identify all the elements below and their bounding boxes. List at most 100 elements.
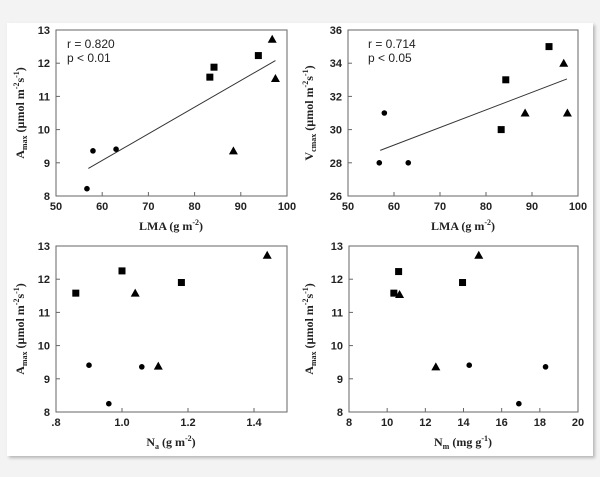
square-marker <box>390 289 398 297</box>
y-axis-title: Amax (µmol m-2s-1) <box>12 67 29 159</box>
plot-frame <box>55 245 288 413</box>
y-tick-label: 9 <box>337 374 343 386</box>
triangle-marker <box>262 250 272 259</box>
y-tick-label: 12 <box>38 274 50 286</box>
y-tick-label: 9 <box>44 374 50 386</box>
x-axis-title: Nm (mg g-1) <box>434 434 492 451</box>
square-marker <box>459 279 467 287</box>
triangle-marker <box>520 108 530 117</box>
y-tick-label: 32 <box>330 91 342 103</box>
square-marker <box>497 126 505 134</box>
x-tick-label: 100 <box>569 201 587 213</box>
regression-line <box>88 60 276 169</box>
plot-frame <box>55 29 288 197</box>
x-tick-label: 18 <box>534 417 546 429</box>
y-tick-label: 12 <box>38 58 50 70</box>
x-tick-label: 70 <box>142 201 154 213</box>
triangle-marker <box>559 58 569 67</box>
y-tick-label: 8 <box>44 407 50 419</box>
x-axis-title: LMA (g m-2) <box>139 218 203 233</box>
panel-amax-vs-na: Na (g m-2) Amax (µmol m-2s-1) .8 1.0 1.2 1.… <box>12 241 288 451</box>
y-tick-label: 10 <box>38 341 50 353</box>
plot-frame <box>347 29 579 197</box>
x-tick-label: 50 <box>50 201 62 213</box>
y-tick-label: 10 <box>331 341 343 353</box>
circle-marker <box>84 185 90 192</box>
x-tick-label: 1.2 <box>180 417 195 429</box>
circle-marker <box>405 160 412 166</box>
x-tick-label: 1.4 <box>246 417 262 429</box>
circle-marker <box>466 362 473 368</box>
x-tick-label: 12 <box>419 417 431 429</box>
x-tick-label: 20 <box>572 417 584 429</box>
y-tick-label: 9 <box>44 158 50 170</box>
square-marker <box>502 76 510 84</box>
x-tick-label: 16 <box>496 417 508 429</box>
x-tick-label: 14 <box>457 417 470 429</box>
correlation-r: r = 0.820 <box>67 37 115 51</box>
x-tick-label: 60 <box>96 201 108 213</box>
circle-marker <box>86 362 92 368</box>
y-tick-label: 8 <box>44 191 50 203</box>
circle-marker <box>381 110 388 116</box>
y-tick-label: 11 <box>331 307 343 319</box>
square-marker <box>72 289 80 297</box>
square-marker <box>395 268 403 276</box>
triangle-marker <box>130 288 140 297</box>
y-tick-label: 13 <box>331 241 343 253</box>
triangle-marker <box>153 361 163 370</box>
y-tick-label: 30 <box>330 125 342 137</box>
square-marker <box>545 43 553 51</box>
x-tick-label: 60 <box>388 201 400 213</box>
square-marker <box>118 267 126 275</box>
circle-marker <box>376 160 383 166</box>
y-tick-label: 11 <box>38 307 50 319</box>
y-axis-title: Amax (µmol m-2s-1) <box>12 283 29 375</box>
y-tick-label: 13 <box>38 25 50 37</box>
triangle-marker <box>562 108 572 117</box>
triangle-marker <box>431 362 441 371</box>
x-tick-label: 90 <box>526 201 538 213</box>
triangle-marker <box>267 34 277 43</box>
triangle-marker <box>228 146 238 155</box>
triangle-marker <box>395 289 405 298</box>
square-marker <box>210 63 218 71</box>
x-tick-label: 10 <box>381 417 393 429</box>
y-axis-title: Vcmax (µmol m-2s-1) <box>301 65 318 160</box>
circle-marker <box>113 146 119 152</box>
x-tick-label: 80 <box>188 201 200 213</box>
y-tick-label: 8 <box>337 407 343 419</box>
triangle-marker <box>270 73 280 82</box>
y-tick-label: 10 <box>38 125 50 137</box>
circle-marker <box>516 400 522 407</box>
panel-amax-vs-lma: r = 0.820 p < 0.01 LMA (g m-2) Amax (µmo… <box>12 25 296 233</box>
x-tick-label: 8 <box>346 417 352 429</box>
plot-frame <box>348 245 579 413</box>
square-marker <box>206 73 214 81</box>
circle-marker <box>106 400 112 407</box>
y-tick-label: 34 <box>330 58 343 70</box>
y-tick-label: 28 <box>330 158 342 170</box>
x-tick-label: 1.0 <box>114 417 129 429</box>
y-tick-label: 11 <box>38 91 50 103</box>
y-axis-title: Amax (µmol m-2s-1) <box>301 283 318 375</box>
x-tick-label: 100 <box>278 201 296 213</box>
correlation-r: r = 0.714 <box>368 37 416 51</box>
x-tick-label: 50 <box>342 201 354 213</box>
square-marker <box>254 52 262 60</box>
regression-line <box>380 78 568 151</box>
y-tick-label: 36 <box>330 25 342 37</box>
x-tick-label: 90 <box>235 201 247 213</box>
circle-marker <box>90 148 96 154</box>
triangle-marker <box>474 250 484 259</box>
x-tick-label: .8 <box>51 417 60 429</box>
x-tick-label: 70 <box>434 201 446 213</box>
p-value: p < 0.05 <box>368 51 412 65</box>
figure-panel <box>7 23 593 456</box>
circle-marker <box>139 364 145 370</box>
square-marker <box>177 279 185 287</box>
p-value: p < 0.01 <box>67 51 111 65</box>
circle-marker <box>542 364 549 370</box>
x-axis-title: LMA (g m-2) <box>431 218 495 233</box>
